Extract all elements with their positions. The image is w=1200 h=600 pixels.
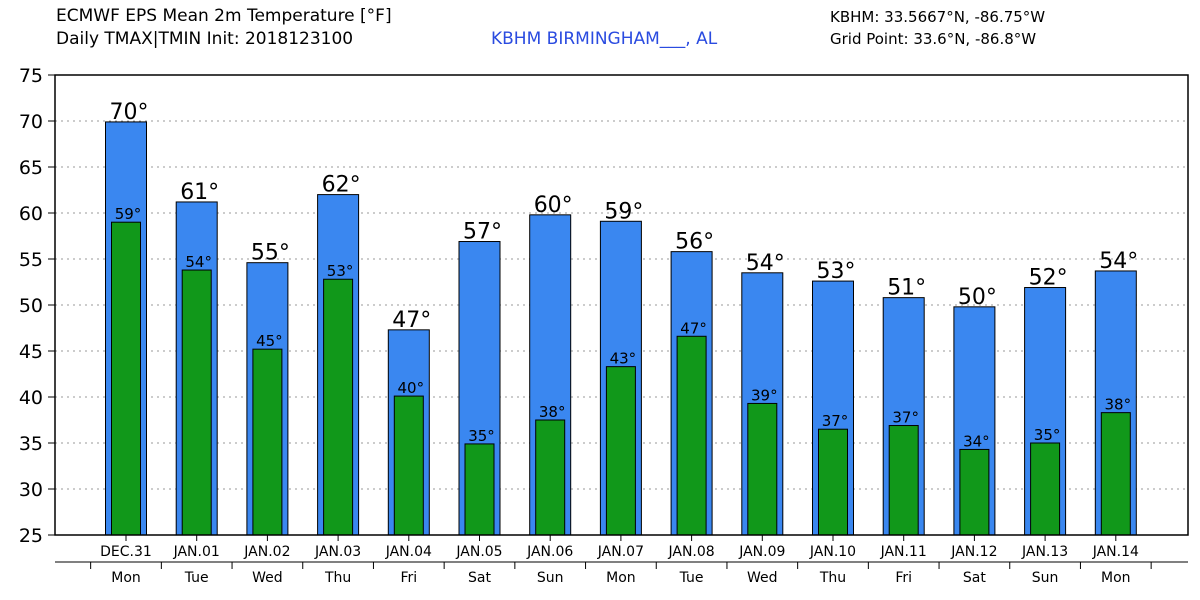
tmin-bar xyxy=(747,402,778,536)
x-tick-label: DEC.31 xyxy=(100,544,152,560)
tmin-bar xyxy=(252,348,283,536)
tmin-label: 35° xyxy=(1034,426,1061,444)
tmin-bar xyxy=(323,278,354,536)
tmin-label: 40° xyxy=(398,379,425,397)
tmax-label: 54° xyxy=(746,251,785,276)
x-tick-label: JAN.14 xyxy=(1092,544,1139,560)
tmin-label: 37° xyxy=(892,409,919,427)
y-tick-label: 35 xyxy=(19,433,43,455)
tmin-bar xyxy=(393,395,424,536)
x-tick-label: JAN.01 xyxy=(173,544,220,560)
station-name: KBHM BIRMINGHAM___, AL xyxy=(491,29,718,49)
day-label: Sun xyxy=(1032,570,1059,586)
tmin-label: 47° xyxy=(680,319,707,337)
x-tick-label: JAN.08 xyxy=(667,544,714,560)
tmin-bar xyxy=(818,428,848,536)
station-coordinates: KBHM: 33.5667°N, -86.75°W xyxy=(830,8,1046,26)
x-tick-label: JAN.02 xyxy=(243,544,290,560)
day-label: Wed xyxy=(252,570,283,586)
tmax-label: 61° xyxy=(180,180,219,205)
tmin-bar xyxy=(1100,412,1131,536)
day-label: Thu xyxy=(324,570,351,586)
x-tick-label: JAN.07 xyxy=(597,544,644,560)
tmin-bar xyxy=(111,221,141,536)
tmin-label: 35° xyxy=(468,427,495,445)
y-tick-label: 70 xyxy=(19,111,43,133)
tmin-label: 59° xyxy=(115,205,142,223)
tmin-bar xyxy=(464,443,495,536)
tmax-label: 47° xyxy=(392,308,431,333)
day-label: Fri xyxy=(895,570,912,586)
day-label: Sat xyxy=(468,570,491,586)
tmin-label: 37° xyxy=(822,412,849,430)
tmin-bar xyxy=(605,366,636,536)
day-label: Sat xyxy=(963,570,986,586)
day-label: Tue xyxy=(184,570,209,586)
tmin-label: 38° xyxy=(539,403,566,421)
x-tick-label: JAN.10 xyxy=(809,544,856,560)
tmax-label: 51° xyxy=(887,276,926,301)
y-tick-label: 25 xyxy=(19,525,43,547)
y-tick-label: 65 xyxy=(19,157,43,179)
tmin-bar xyxy=(535,419,566,536)
x-tick-label: JAN.05 xyxy=(455,544,502,560)
day-label: Mon xyxy=(1101,570,1131,586)
x-tick-label: JAN.06 xyxy=(526,544,573,560)
tmax-label: 53° xyxy=(817,259,856,284)
tmin-label: 45° xyxy=(256,332,283,350)
x-tick-label: JAN.04 xyxy=(385,544,432,560)
x-tick-label: JAN.12 xyxy=(950,544,997,560)
day-label: Mon xyxy=(606,570,636,586)
y-tick-label: 40 xyxy=(19,387,43,409)
y-tick-label: 60 xyxy=(19,203,43,225)
tmin-label: 34° xyxy=(963,432,990,450)
x-tick-label: JAN.11 xyxy=(880,544,927,560)
tmin-bar xyxy=(888,425,919,536)
tmin-bar xyxy=(181,269,212,536)
y-tick-label: 55 xyxy=(19,249,43,271)
tmin-label: 43° xyxy=(610,350,637,368)
tmin-label: 53° xyxy=(327,262,354,280)
day-label: Tue xyxy=(679,570,704,586)
tmax-label: 54° xyxy=(1099,249,1138,274)
tmax-label: 59° xyxy=(604,199,643,224)
tmin-bar xyxy=(676,335,707,536)
y-tick-label: 75 xyxy=(19,65,43,87)
tmax-label: 56° xyxy=(675,230,714,255)
tmin-label: 54° xyxy=(185,253,212,271)
x-tick-label: JAN.03 xyxy=(314,544,361,560)
x-tick-label: JAN.09 xyxy=(738,544,785,560)
tmin-label: 39° xyxy=(751,386,778,404)
chart-title: ECMWF EPS Mean 2m Temperature [°F] xyxy=(56,6,392,26)
x-tick-label: JAN.13 xyxy=(1021,544,1068,560)
tmin-bar xyxy=(959,448,990,536)
tmax-label: 55° xyxy=(251,241,290,266)
tmin-bar xyxy=(1030,442,1061,536)
y-tick-label: 45 xyxy=(19,341,43,363)
tmax-label: 60° xyxy=(534,193,573,218)
tmax-label: 57° xyxy=(463,220,502,245)
day-label: Thu xyxy=(819,570,846,586)
day-label: Mon xyxy=(111,570,141,586)
day-label: Fri xyxy=(400,570,417,586)
tmax-label: 70° xyxy=(110,100,149,125)
plot-frame xyxy=(54,74,1189,536)
day-label: Sun xyxy=(537,570,564,586)
tmax-label: 52° xyxy=(1029,266,1068,291)
tmax-label: 50° xyxy=(958,285,997,310)
y-tick-label: 30 xyxy=(19,479,43,501)
grid-point-coordinates: Grid Point: 33.6°N, -86.8°W xyxy=(830,30,1037,48)
chart-subtitle: Daily TMAX|TMIN Init: 2018123100 xyxy=(56,29,354,49)
day-label: Wed xyxy=(747,570,778,586)
y-tick-label: 50 xyxy=(19,295,43,317)
tmax-label: 62° xyxy=(322,173,361,198)
tmin-label: 38° xyxy=(1105,396,1132,414)
